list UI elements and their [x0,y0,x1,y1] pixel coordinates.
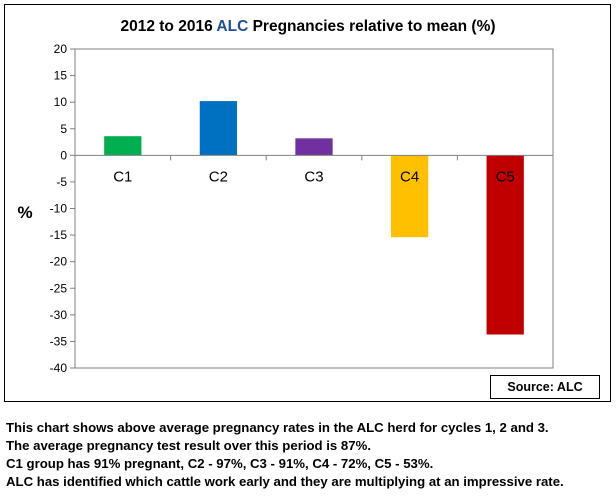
caption-line: The average pregnancy test result over t… [6,438,371,453]
chart-title-part: Pregnancies relative to mean (%) [248,18,495,35]
y-tick-label: 10 [54,95,68,109]
chart-title-part: ALC [216,18,248,35]
category-label: C2 [209,168,228,185]
y-tick-label: -15 [50,228,68,242]
y-axis-label: % [17,203,32,222]
y-tick-label: -35 [50,334,68,348]
category-label: C4 [400,168,419,185]
plot-area: 20 15 10 5 0 -5 -10 -15 -20 -25 -30 -35 -40 C1 C2 C3 C4 C… [50,42,554,375]
category-label: C5 [496,168,515,185]
chart-title: 2012 to 2016 ALC Pregnancies relative to… [120,18,495,35]
chart-title-part: 2012 to 2016 [120,18,216,35]
bar-c5 [486,155,524,335]
caption-line: This chart shows above average pregnancy… [6,420,549,435]
y-tick-label: -10 [50,202,68,216]
y-tick-label: 20 [54,42,68,56]
bar-c2 [199,101,238,156]
y-tick-label: -20 [50,255,68,269]
y-tick-label: 5 [60,122,67,136]
bar-c1 [104,136,142,156]
chart-caption: This chart shows above average pregnancy… [6,419,614,491]
chart-frame: 2012 to 2016 ALC Pregnancies relative to… [4,4,611,402]
y-tick-label: -5 [56,175,67,189]
source-label: Source: ALC [490,375,600,399]
y-tick-label: 15 [54,69,68,83]
y-tick-label: -30 [50,308,68,322]
bar-chart: 2012 to 2016 ALC Pregnancies relative to… [17,18,554,375]
category-label: C3 [304,168,323,185]
caption-line: ALC has identified which cattle work ear… [6,474,564,489]
y-tick-label: 0 [60,148,67,162]
caption-line: C1 group has 91% pregnant, C2 - 97%, C3 … [6,456,434,471]
bar-c3 [295,138,333,156]
y-tick-label: -25 [50,281,68,295]
y-tick-label: -40 [50,361,68,375]
bar-c4 [390,155,429,238]
plot-border [74,48,554,369]
category-label: C1 [113,168,132,185]
